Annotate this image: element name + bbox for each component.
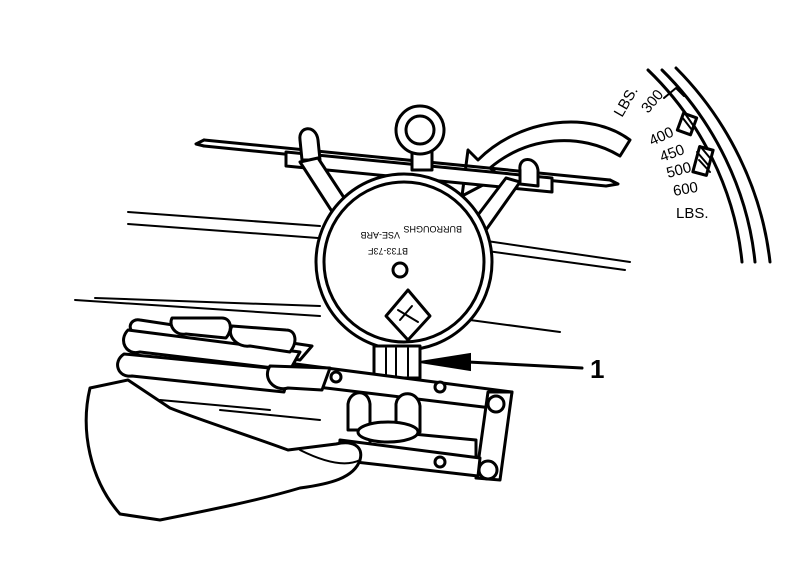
gauge-plunger: [372, 344, 422, 380]
scale-hatch: [675, 111, 715, 177]
technician-hand: [84, 316, 363, 522]
dial-text-3: BURROUGHS: [403, 224, 462, 234]
adjustment-knob: [394, 104, 446, 172]
gauge-dial: BT33-73F VSE-ARB BURROUGHS: [314, 172, 494, 352]
scale-tick-600: 600: [672, 179, 700, 200]
callout-1: 1: [419, 352, 604, 384]
drive-belt: [74, 211, 631, 333]
scale-unit-bottom: LBS.: [676, 205, 709, 222]
tension-scale-detail: LBS. 300 400 450 500 600 LBS.: [611, 66, 772, 264]
scale-tick-300: 300: [638, 86, 667, 116]
dial-text-1: BT33-73F: [367, 246, 408, 256]
gauge-handle: [274, 360, 514, 482]
scale-unit-top: LBS.: [611, 83, 642, 120]
dial-text-2: VSE-ARB: [360, 230, 400, 240]
scale-tick-500: 500: [665, 159, 694, 182]
callout-label-1: 1: [590, 354, 604, 384]
